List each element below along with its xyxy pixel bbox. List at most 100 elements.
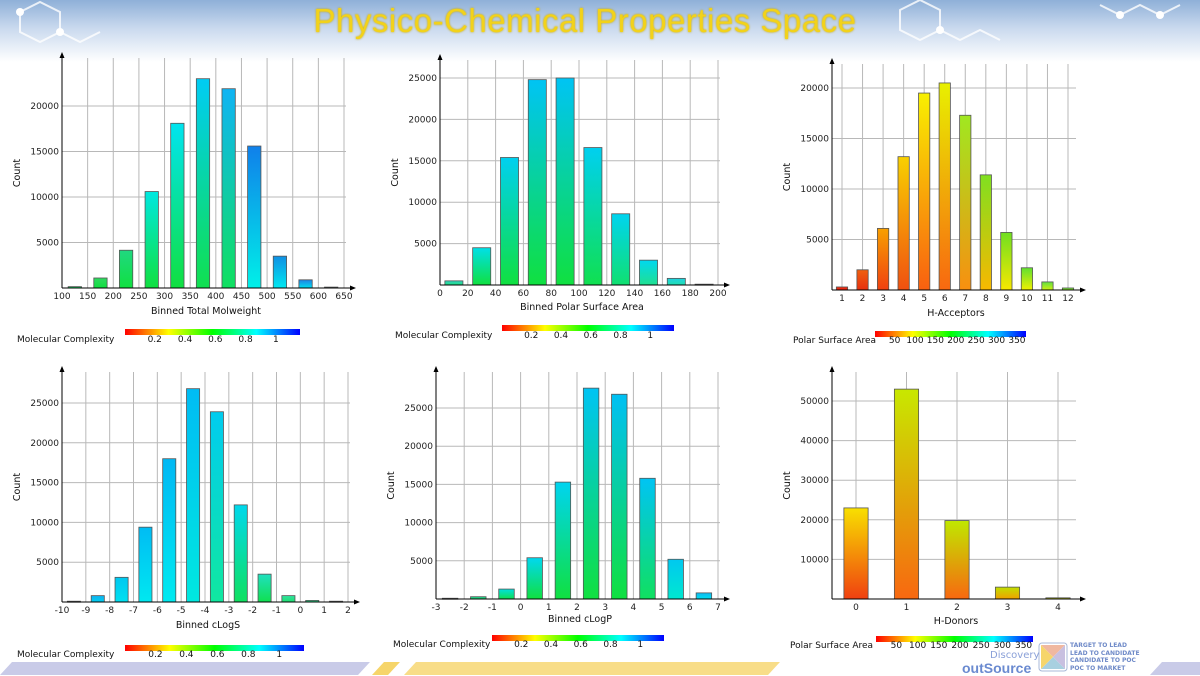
chart-5: 0 1 2 3 4 10000 20000 30000 40000 50000 H-Donors Co…: [782, 366, 1086, 651]
x-tick-label: 350: [182, 292, 199, 302]
x-tick-label: 9: [1003, 294, 1009, 304]
y-tick-label: 10000: [404, 519, 433, 529]
y-tick-label: 15000: [408, 157, 437, 167]
tagline-line: Lead to Candidate: [1070, 649, 1140, 657]
footer-brand-top: Discovery: [990, 650, 1040, 661]
bar: [90, 595, 105, 603]
x-axis-label: Binned cLogP: [548, 614, 612, 625]
x-tick-label: 500: [258, 292, 275, 302]
bar: [498, 588, 515, 600]
y-tick-label: 5000: [806, 236, 829, 246]
bar: [877, 227, 890, 291]
y-tick-label: 10000: [30, 193, 59, 203]
y-tick-label: 20000: [800, 516, 829, 526]
bar: [144, 191, 159, 289]
chart-2: 1 2 3 4 5 6 7 8 9 10 11 125000100001500020000H-Acce…: [782, 58, 1086, 346]
x-tick-label: -10: [55, 606, 70, 616]
y-tick-label: 5000: [414, 240, 437, 250]
x-tick-label: 100: [53, 292, 70, 302]
x-tick-label: -1: [488, 603, 497, 613]
bar: [555, 77, 575, 286]
x-axis-arrow-icon: [724, 596, 730, 602]
x-tick-label: 40: [490, 289, 502, 299]
x-tick-label: 1: [321, 606, 327, 616]
x-tick-label: 7: [962, 294, 968, 304]
y-axis-arrow-icon: [433, 366, 439, 372]
colorbar-label: Polar Surface Area: [793, 336, 876, 346]
y-tick-label: 20000: [408, 115, 437, 125]
x-tick-label: 650: [335, 292, 352, 302]
y-axis-arrow-icon: [59, 52, 65, 58]
colorbar: [492, 635, 664, 641]
x-tick-label: 0: [853, 603, 859, 613]
y-tick-label: 25000: [404, 404, 433, 414]
y-tick-label: 20000: [800, 84, 829, 94]
y-axis-label: Count: [12, 473, 23, 501]
colorbar-tick-label: 150: [930, 641, 947, 651]
colorbar-tick-label: 200: [951, 641, 968, 651]
colorbar-tick-label: 50: [891, 641, 903, 651]
colorbar-tick-label: 0.4: [554, 331, 569, 341]
bar: [979, 174, 992, 291]
bar: [1041, 281, 1054, 291]
bar: [944, 520, 970, 600]
x-tick-label: -3: [432, 603, 441, 613]
x-tick-label: 0: [297, 606, 303, 616]
colorbar-tick-label: 0.4: [544, 640, 559, 650]
bar: [233, 504, 248, 603]
x-tick-label: -1: [272, 606, 281, 616]
x-axis-label: Binned Polar Surface Area: [520, 302, 644, 313]
bar: [526, 557, 543, 600]
y-tick-label: 10000: [800, 185, 829, 195]
bar: [272, 255, 287, 289]
colorbar: [876, 636, 1033, 642]
x-tick-label: 400: [207, 292, 224, 302]
colorbar-tick-label: 350: [1015, 641, 1032, 651]
x-tick-label: 150: [79, 292, 96, 302]
x-tick-label: -2: [460, 603, 469, 613]
page-title: Physico-Chemical Properties Space: [313, 2, 857, 39]
x-tick-label: 3: [1005, 603, 1011, 613]
x-tick-label: 10: [1021, 294, 1033, 304]
y-tick-label: 5000: [36, 239, 59, 249]
x-tick-label: 140: [626, 289, 643, 299]
y-axis-label: Count: [390, 158, 401, 186]
x-tick-label: 2: [860, 294, 866, 304]
x-tick-label: 100: [570, 289, 587, 299]
x-tick-label: 11: [1042, 294, 1053, 304]
footer-logo-mark: [1038, 642, 1068, 672]
colorbar-tick-label: 0.6: [584, 331, 599, 341]
x-tick-label: -9: [81, 606, 90, 616]
x-tick-label: 12: [1062, 294, 1073, 304]
x-axis-label: H-Acceptors: [927, 308, 984, 319]
bar: [500, 157, 519, 286]
y-tick-label: 15000: [30, 148, 59, 158]
x-tick-label: 4: [901, 294, 907, 304]
colorbar-label: Molecular Complexity: [17, 650, 115, 660]
bar: [195, 78, 211, 289]
bar: [639, 477, 656, 600]
bar: [582, 387, 600, 600]
y-tick-label: 20000: [404, 442, 433, 452]
x-tick-label: 80: [545, 289, 557, 299]
x-tick-label: 5: [659, 603, 665, 613]
x-tick-label: 180: [682, 289, 699, 299]
header-banner: Physico-Chemical Properties Space: [0, 0, 1200, 62]
y-tick-label: 20000: [30, 102, 59, 112]
y-tick-label: 15000: [404, 480, 433, 490]
x-tick-label: -8: [105, 606, 114, 616]
colorbar-label: Molecular Complexity: [17, 335, 115, 345]
x-axis-arrow-icon: [1080, 596, 1086, 602]
x-axis-label: H-Donors: [934, 616, 978, 627]
tagline-line: Candidate to Poc: [1070, 657, 1136, 664]
x-tick-label: 160: [654, 289, 671, 299]
colorbar-tick-label: 50: [889, 336, 901, 346]
y-tick-label: 10000: [408, 198, 437, 208]
x-axis-arrow-icon: [354, 599, 360, 605]
x-tick-label: 20: [462, 289, 474, 299]
x-tick-label: 300: [156, 292, 173, 302]
x-tick-label: 250: [130, 292, 147, 302]
bar: [170, 122, 185, 289]
bar: [1020, 267, 1033, 291]
